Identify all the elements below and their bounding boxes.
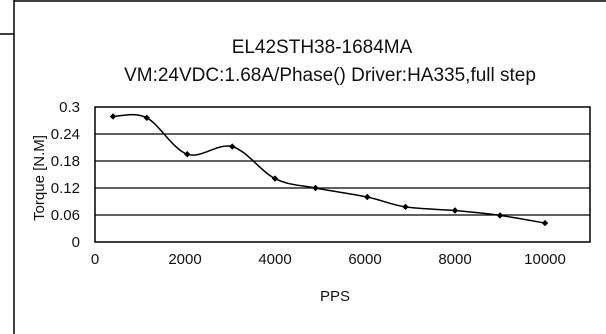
data-point [451, 207, 459, 214]
data-point [364, 193, 371, 201]
data-points [109, 113, 549, 227]
data-point [109, 113, 117, 120]
x-tick-label: 8000 [438, 251, 471, 268]
y-tick-label: 0.06 [51, 207, 80, 224]
x-tick-label: 10000 [524, 251, 566, 268]
plot-border [94, 106, 591, 243]
data-point [496, 212, 504, 219]
data-point [402, 203, 409, 211]
x-tick-label: 6000 [348, 251, 381, 268]
data-point [143, 114, 150, 121]
series-line [112, 113, 546, 224]
data-point [541, 219, 549, 227]
chart-title: EL42STH38-1684MA [232, 37, 413, 58]
y-tick-label: 0.12 [51, 180, 80, 197]
y-tick-label: 0.24 [51, 126, 80, 143]
x-tick-labels: 0 2000 4000 6000 8000 10000 [91, 251, 566, 268]
x-axis-label: PPS [320, 288, 350, 305]
y-tick-label: 0.3 [59, 99, 80, 116]
data-point [271, 175, 279, 182]
data-point [184, 151, 191, 158]
plot-area [94, 106, 591, 243]
y-tick-label: 0.18 [51, 153, 80, 170]
data-point [312, 184, 319, 192]
y-axis-label: Torque [N.M] [31, 135, 48, 221]
x-tick-label: 0 [91, 251, 99, 268]
x-tick-label: 4000 [258, 251, 291, 268]
y-tick-label: 0 [72, 234, 80, 251]
y-tick-labels: 0 0.06 0.12 0.18 0.24 0.3 [51, 99, 80, 251]
x-tick-label: 2000 [168, 251, 201, 268]
data-point [229, 143, 236, 150]
gridlines [95, 133, 590, 216]
chart-subtitle: VM:24VDC:1.68A/Phase() Driver:HA335,full… [124, 65, 536, 86]
